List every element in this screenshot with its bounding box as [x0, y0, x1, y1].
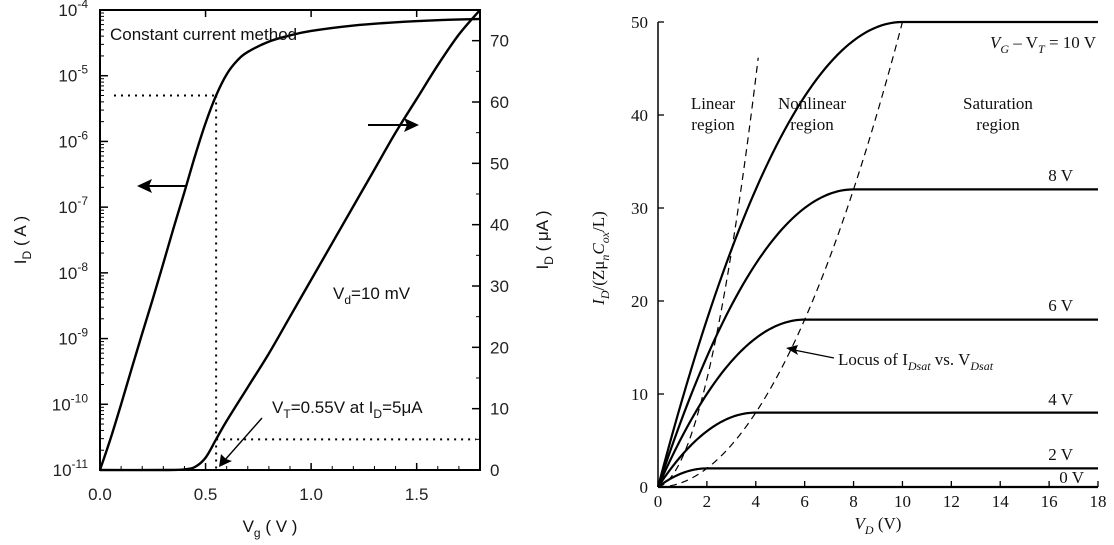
- output-curve: [656, 188, 1098, 488]
- right-chart-y-tick-label: 0: [640, 478, 649, 497]
- left-y-tick-label: 10-4: [58, 0, 88, 20]
- left-y-tick-label: 10-11: [53, 457, 89, 480]
- curve-label-0v: 0 V: [1059, 468, 1084, 487]
- left-y-tick-label: 10-5: [58, 63, 88, 86]
- left-reference-lines: [114, 94, 476, 470]
- method-annotation: Constant current method: [110, 25, 297, 44]
- left-y-tick-label: 10-7: [58, 194, 88, 217]
- output-curve: [656, 20, 1098, 488]
- right-chart-x-tick-label: 4: [752, 492, 761, 511]
- right-chart-y-ticks: 0 10 20 30 40 50: [631, 13, 664, 497]
- left-y-ticks: 10-4 10-5 10-6 10-7 10-8 10-9 10-10 10-11: [52, 0, 108, 480]
- curve-label-2v: 2 V: [1048, 445, 1073, 464]
- right-chart-x-tick-label: 2: [703, 492, 712, 511]
- curve-label-4v: 4 V: [1048, 390, 1073, 409]
- right-y-tick-label: 60: [490, 93, 509, 112]
- left-x-tick-label: 1.5: [405, 485, 429, 504]
- right-chart-y-tick-label: 40: [631, 106, 648, 125]
- right-chart-series: [656, 20, 1098, 489]
- right-chart-y-tick-label: 20: [631, 292, 648, 311]
- left-x-tick-label: 1.0: [299, 485, 323, 504]
- curve-label-8v: 8 V: [1048, 166, 1073, 185]
- right-y-tick-label: 30: [490, 277, 509, 296]
- right-chart-y-tick-label: 30: [631, 199, 648, 218]
- linear-region-boundary: [657, 57, 759, 488]
- right-chart-x-tick-label: 6: [800, 492, 809, 511]
- right-chart-x-ticks: 0 2 4 6 8 10 12 14 16 18: [654, 481, 1107, 511]
- left-y-tick-label: 10-10: [52, 391, 89, 414]
- right-chart-x-tick-label: 14: [992, 492, 1010, 511]
- left-x-tick-label: 0.0: [88, 485, 112, 504]
- right-chart-x-axis-label: VD (V): [855, 514, 902, 537]
- output-curve: [657, 411, 1098, 488]
- right-chart-x-tick-label: 8: [849, 492, 858, 511]
- saturation-region-label-line1: Saturation: [963, 94, 1033, 113]
- locus-annotation: Locus of IDsat vs. VDsat: [838, 350, 994, 373]
- left-y-tick-label: 10-9: [58, 326, 88, 349]
- right-chart-y-axis-label: ID/(ZμnCox/L): [589, 211, 612, 306]
- right-chart-y-tick-label: 10: [631, 385, 648, 404]
- left-y-tick-label: 10-6: [58, 128, 88, 151]
- locus-arrow: [786, 345, 835, 359]
- output-curve: [657, 467, 1098, 488]
- left-x-axis-label: Vg ( V ): [243, 517, 298, 540]
- right-y-tick-label: 70: [490, 32, 509, 51]
- left-chart: 0.0 0.5 1.0 1.5 10-410-510-610-710-810-910-…: [11, 0, 556, 540]
- right-y-tick-label: 40: [490, 216, 509, 235]
- right-y-ticks: 0 10 20 30 40 50 60 70: [472, 32, 509, 480]
- linear-region-label-line2: region: [691, 115, 735, 134]
- right-chart-x-tick-label: 18: [1090, 492, 1107, 511]
- right-chart-x-tick-label: 12: [943, 492, 960, 511]
- left-y-tick-label: 10-8: [58, 260, 88, 283]
- right-chart-x-tick-label: 10: [894, 492, 911, 511]
- linear-current-curve: [99, 9, 481, 472]
- right-chart-y-tick-label: 50: [631, 13, 648, 32]
- vt-pointer-arrow: [219, 417, 263, 467]
- right-y-tick-label: 20: [490, 338, 509, 357]
- right-chart-x-tick-label: 16: [1041, 492, 1058, 511]
- log-current-curve: [98, 17, 481, 471]
- right-chart-region-guides: [657, 21, 904, 488]
- right-y-tick-label: 50: [490, 154, 509, 173]
- saturation-region-label-line2: region: [976, 115, 1020, 134]
- left-x-tick-label: 0.5: [194, 485, 218, 504]
- right-y-tick-label: 0: [490, 461, 499, 480]
- left-series: [98, 9, 481, 472]
- curve-label-10v: VG – VT = 10 V: [990, 33, 1097, 56]
- right-chart-x-tick-label: 0: [654, 492, 663, 511]
- vt-annotation: VT=0.55V at ID=5μA: [272, 398, 423, 421]
- left-x-ticks: 0.0 0.5 1.0 1.5: [88, 10, 460, 504]
- linear-region-label-line1: Linear: [691, 94, 736, 113]
- left-axis-arrow: [137, 179, 186, 193]
- nonlinear-region-label-line2: region: [790, 115, 834, 134]
- left-y-axis-label: ID ( A ): [11, 216, 34, 264]
- nonlinear-region-label-line1: Nonlinear: [778, 94, 846, 113]
- vd-annotation: Vd=10 mV: [333, 284, 411, 307]
- output-curve: [656, 318, 1098, 488]
- right-y-tick-label: 10: [490, 400, 509, 419]
- right-y-axis-label: ID ( μA ): [533, 210, 556, 269]
- right-axis-arrow: [368, 118, 419, 132]
- right-chart: 0 2 4 6 8 10 12 14 16 18 0 10 20 30 40 50 VG – VT = 10…: [589, 13, 1107, 537]
- curve-label-6v: 6 V: [1048, 296, 1073, 315]
- saturation-locus-line: [657, 21, 904, 488]
